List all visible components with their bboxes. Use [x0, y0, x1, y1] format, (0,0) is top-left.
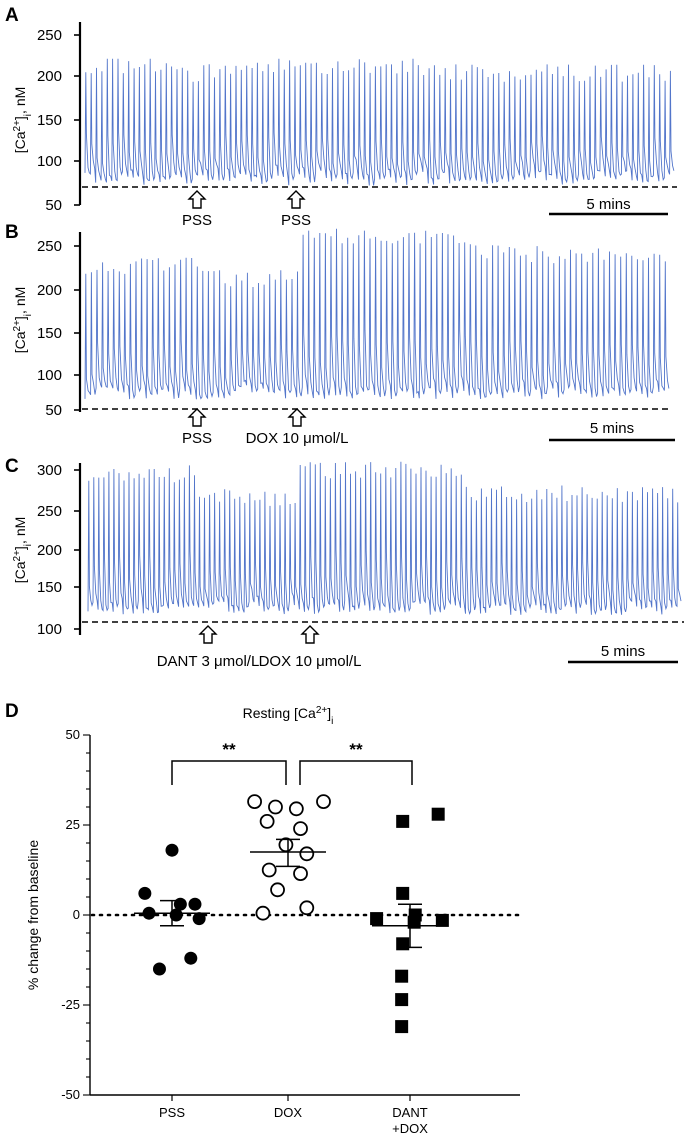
panel-d-scatter-chart: Resting [Ca2+]i 50 25 0 -25 -50 % change from …: [25, 705, 522, 1136]
x-category-label: PSS: [159, 1105, 185, 1120]
data-point-dant-dox: [435, 913, 449, 927]
y-tick-label-b: 50: [45, 402, 62, 419]
data-point-dox: [293, 866, 308, 881]
y-tick-label-d: 50: [66, 727, 80, 742]
y-tick-label-d: 25: [66, 817, 80, 832]
up-arrow-icon: [187, 190, 207, 209]
data-point-dox: [255, 905, 271, 921]
annotation-label-a: PSS: [182, 212, 212, 229]
y-axis-label-c: [Ca2+]i, nM: [12, 517, 34, 584]
data-point-dox: [259, 814, 275, 829]
panel-letter-b: B: [5, 222, 19, 243]
annotation-label-c: DANT 3 μmol/L: [157, 653, 260, 670]
panel-a-trace-chart: 250 200 150 100 50 [Ca2+]i, nM PSS PSS 5 mins: [12, 22, 677, 229]
data-point-dant-dox: [396, 814, 410, 828]
data-point-dant-dox: [396, 937, 410, 951]
y-tick-label-a: 150: [37, 112, 62, 129]
data-point-pss: [138, 886, 152, 900]
y-tick-label-b: 100: [37, 367, 62, 384]
y-tick-label-d: -25: [61, 997, 80, 1012]
y-tick-label-b: 200: [37, 282, 62, 299]
data-point-dox: [293, 821, 308, 836]
data-point-dant-dox: [395, 969, 409, 983]
y-tick-label-c: 150: [37, 579, 62, 596]
data-point-pss: [152, 962, 166, 976]
calcium-trace-b: [84, 228, 670, 400]
scale-bar-label-a: 5 mins: [586, 196, 630, 213]
x-category-label: +DOX: [392, 1121, 428, 1136]
annotation-label-a: PSS: [281, 212, 311, 229]
x-category-label: DOX: [274, 1105, 303, 1120]
y-axis-label-a: [Ca2+]i, nM: [12, 87, 34, 154]
data-point-dox: [247, 794, 262, 809]
y-tick-label-b: 150: [37, 325, 62, 342]
y-tick-label-a: 100: [37, 153, 62, 170]
data-point-dox: [278, 837, 294, 853]
significance-label: **: [349, 740, 363, 759]
up-arrow-icon: [286, 190, 306, 209]
data-point-dant-dox: [395, 993, 409, 1007]
data-point-dant-dox: [431, 807, 445, 821]
data-point-dant-dox: [396, 886, 410, 900]
y-tick-label-c: 200: [37, 542, 62, 559]
data-point-dox: [261, 862, 277, 878]
scale-bar-label-b: 5 mins: [590, 420, 634, 437]
data-point-pss: [188, 897, 202, 911]
up-arrow-icon: [300, 625, 320, 644]
data-point-pss: [169, 908, 183, 922]
y-tick-label-d: -50: [61, 1087, 80, 1102]
panel-c-trace-chart: 300 250 200 150 100 [Ca2+]i, nM DANT 3 μmol/L D…: [12, 461, 684, 670]
y-tick-label-a: 200: [37, 68, 62, 85]
data-point-dox: [316, 794, 331, 809]
chart-title: Resting [Ca2+]i: [243, 705, 334, 727]
y-axis-label-b: [Ca2+]i, nM: [12, 287, 34, 354]
y-axis-label-d: % change from baseline: [25, 840, 41, 990]
y-tick-label-b: 250: [37, 238, 62, 255]
scale-bar-label-c: 5 mins: [601, 643, 645, 660]
up-arrow-icon: [187, 408, 207, 427]
annotation-label-b: DOX 10 μmol/L: [246, 430, 349, 447]
significance-label: **: [222, 740, 236, 759]
y-tick-label-a: 250: [37, 27, 62, 44]
annotation-label-b: PSS: [182, 430, 212, 447]
data-point-dox: [299, 846, 315, 862]
calcium-trace-a: [84, 58, 675, 186]
up-arrow-icon: [287, 408, 307, 427]
y-tick-label-a: 50: [45, 197, 62, 214]
panel-letter-a: A: [5, 5, 19, 26]
data-point-pss: [192, 912, 206, 926]
y-tick-label-c: 250: [37, 503, 62, 520]
data-point-dox: [268, 799, 283, 815]
significance-bracket: [171, 760, 287, 785]
panel-letter-d: D: [5, 701, 19, 722]
x-category-label: DANT: [392, 1105, 427, 1120]
significance-bracket: [299, 760, 413, 785]
data-point-dox: [288, 801, 304, 817]
calcium-trace-c: [87, 461, 682, 616]
panel-b-trace-chart: 250 200 150 100 50 [Ca2+]i, nM PSS DOX 10 μmol/…: [12, 228, 675, 447]
data-point-dox: [270, 882, 285, 898]
y-tick-label-d: 0: [73, 907, 80, 922]
y-tick-label-c: 100: [37, 621, 62, 638]
data-point-dant-dox: [370, 912, 384, 926]
data-point-dox: [299, 900, 315, 916]
panel-letter-c: C: [5, 456, 19, 477]
up-arrow-icon: [198, 625, 218, 644]
y-tick-label-c: 300: [37, 462, 62, 479]
data-point-pss: [165, 843, 179, 857]
data-point-pss: [184, 951, 198, 965]
annotation-label-c: DOX 10 μmol/L: [259, 653, 362, 670]
data-point-dant-dox: [395, 1020, 409, 1034]
